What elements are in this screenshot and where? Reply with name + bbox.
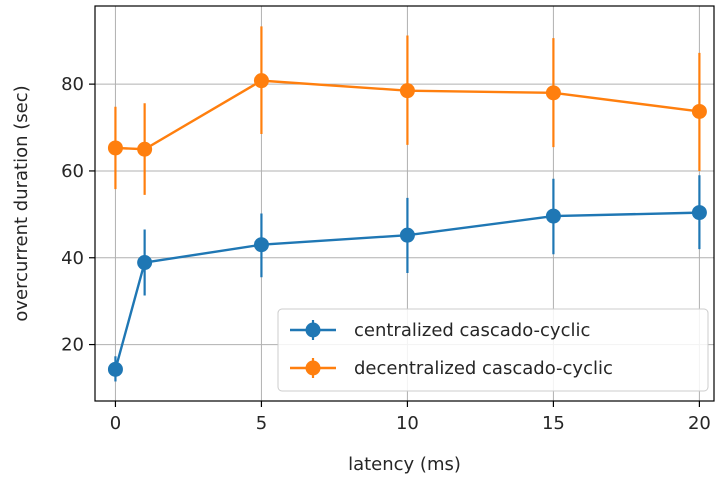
data-point bbox=[137, 141, 153, 157]
y-tick-label: 20 bbox=[61, 335, 84, 356]
data-point bbox=[253, 73, 269, 89]
data-point bbox=[399, 83, 415, 99]
series-0 bbox=[107, 175, 707, 382]
data-point bbox=[107, 361, 123, 377]
legend-marker-centralized bbox=[305, 322, 321, 338]
data-point bbox=[691, 205, 707, 221]
y-tick-label: 80 bbox=[61, 74, 84, 95]
legend-box bbox=[277, 308, 709, 392]
data-point bbox=[107, 140, 123, 156]
data-point bbox=[545, 85, 561, 101]
x-tick-label: 0 bbox=[110, 413, 121, 434]
legend-entry-decentralized: decentralized cascado-cyclic bbox=[290, 358, 613, 379]
x-tick-label: 15 bbox=[542, 413, 565, 434]
ticks: 0 5 10 15 20 20 40 60 80 bbox=[61, 74, 711, 434]
x-tick-label: 10 bbox=[396, 413, 419, 434]
data-point bbox=[399, 227, 415, 243]
data-point bbox=[253, 237, 269, 253]
legend-label-centralized: centralized cascado-cyclic bbox=[354, 320, 590, 341]
data-point bbox=[545, 208, 561, 224]
legend-label-decentralized: decentralized cascado-cyclic bbox=[354, 358, 613, 379]
series-layer bbox=[107, 26, 707, 382]
y-tick-label: 40 bbox=[61, 248, 84, 269]
data-point bbox=[691, 103, 707, 119]
plot-frame bbox=[94, 5, 715, 402]
x-tick-label: 5 bbox=[256, 413, 267, 434]
x-axis-label: latency (ms) bbox=[348, 454, 461, 475]
legend-marker-decentralized bbox=[305, 360, 321, 376]
axes-frame bbox=[94, 5, 715, 402]
legend-entry-centralized: centralized cascado-cyclic bbox=[290, 320, 590, 341]
data-point bbox=[137, 255, 153, 271]
legend: centralized cascado-cyclic decentralized… bbox=[277, 308, 709, 392]
y-axis-label: overcurrent duration (sec) bbox=[11, 85, 32, 321]
y-tick-label: 60 bbox=[61, 161, 84, 182]
series-line bbox=[114, 211, 700, 370]
series-1 bbox=[107, 26, 707, 195]
x-tick-label: 20 bbox=[688, 413, 711, 434]
